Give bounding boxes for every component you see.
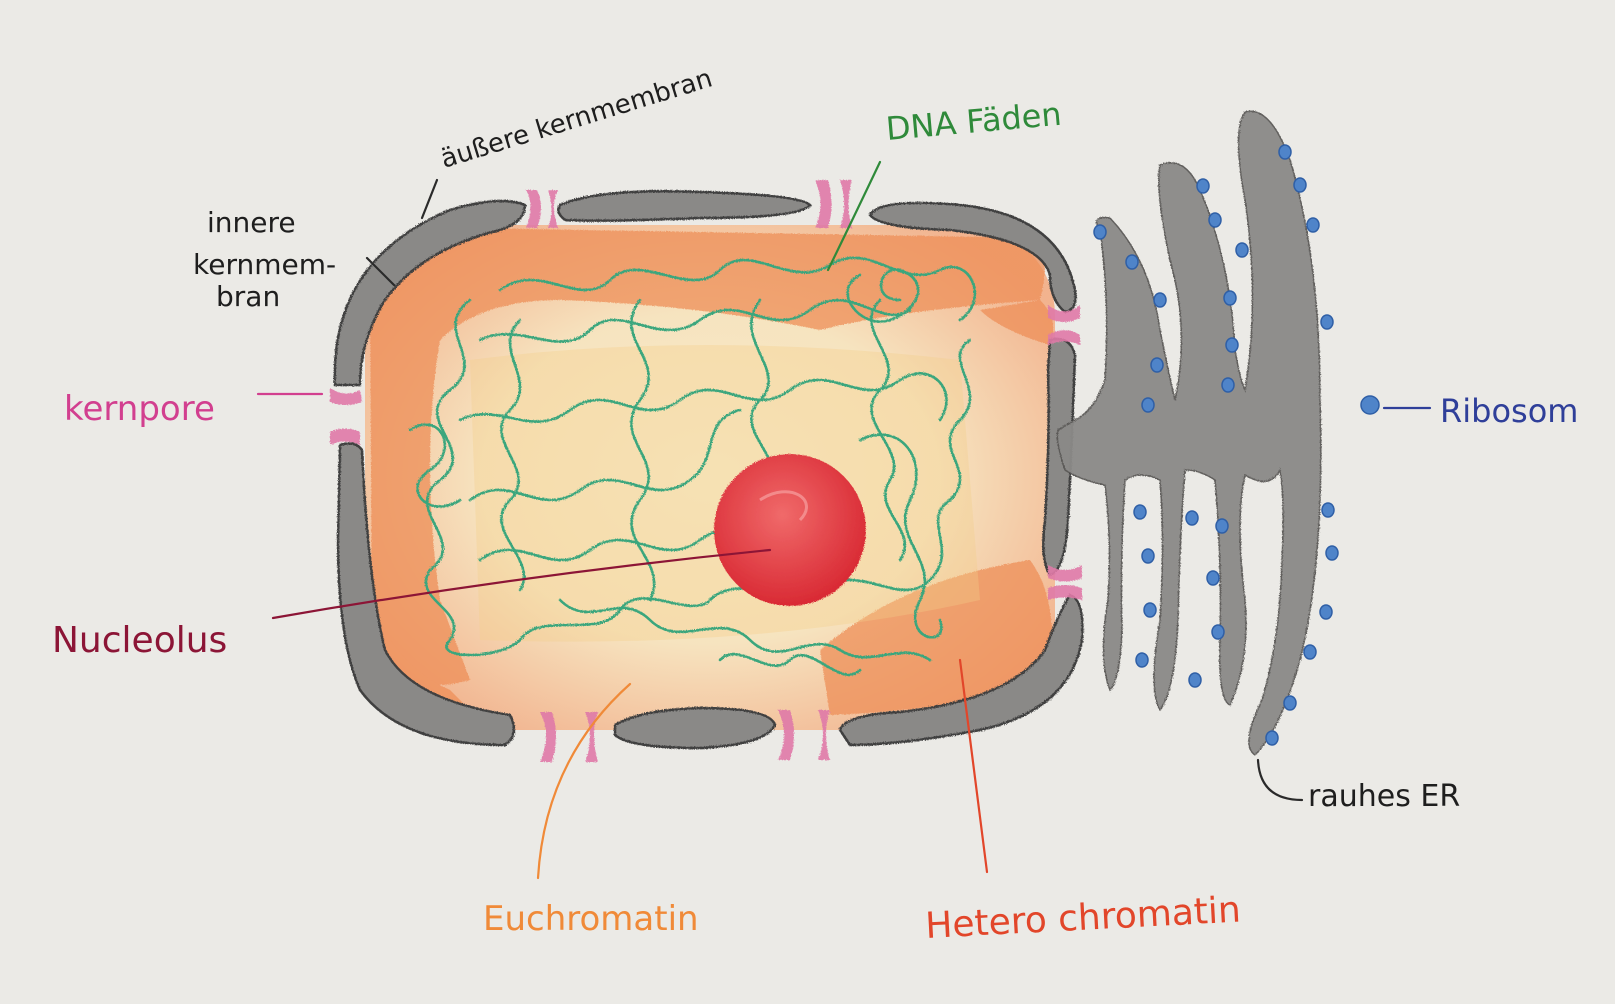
ribosome (1319, 604, 1333, 620)
ribosome (1225, 337, 1239, 353)
ribosome (1141, 397, 1155, 413)
leader-nucleolus (271, 548, 772, 620)
ribosome (1283, 695, 1297, 711)
pore-right-bottom (1048, 565, 1082, 600)
label-inner-membrane-3: bran (216, 280, 280, 313)
ribosome (1320, 314, 1334, 330)
envelope-segment-left (336, 442, 516, 747)
nucleolus (714, 454, 866, 606)
ribosome (1150, 357, 1164, 373)
ribosome (1196, 178, 1210, 194)
pore-right-top (1048, 305, 1080, 345)
ribosome (1223, 290, 1237, 306)
ribosome (1211, 624, 1225, 640)
ribosome (1185, 510, 1199, 526)
label-euchromatin: Euchromatin (483, 899, 699, 939)
label-inner-membrane-1: innere (207, 206, 296, 239)
ribosome (1135, 652, 1149, 668)
ribosome (1141, 548, 1155, 564)
ribosome (1303, 644, 1317, 660)
nuclear-envelope (333, 190, 1084, 750)
leader-lines (256, 160, 1432, 880)
leader-euchromatin (536, 682, 632, 880)
pore-left (330, 388, 362, 445)
label-pore: kernpore (64, 389, 215, 429)
nuclear-pores (330, 180, 1082, 762)
ribosome (1293, 177, 1307, 193)
ribosome (1093, 224, 1107, 240)
leader-outer-membrane (420, 178, 439, 220)
ribosome (1306, 217, 1320, 233)
ribosome (1325, 545, 1339, 561)
pore-top-2 (815, 180, 852, 228)
pore-bottom-1 (540, 712, 598, 762)
pore-top-1 (526, 190, 558, 228)
label-inner-membrane-2: kernmem- (193, 248, 336, 281)
leader-rough-er (1256, 758, 1304, 802)
pore-bottom-2 (778, 710, 830, 760)
ribosome (1208, 212, 1222, 228)
ribosome (1143, 602, 1157, 618)
envelope-segment-top-left (333, 199, 527, 387)
label-ribosome: Ribosom (1440, 392, 1578, 430)
ribosomes (1093, 144, 1380, 746)
label-rough-er: rauhes ER (1308, 779, 1460, 814)
ribosome (1221, 377, 1235, 393)
rough-er (1056, 110, 1322, 756)
envelope-segment-top-mid (557, 190, 812, 222)
leader-heterochromatin (958, 658, 989, 874)
ribosome (1321, 502, 1335, 518)
ribosome (1133, 504, 1147, 520)
ribosome (1215, 518, 1229, 534)
leader-dna (826, 160, 882, 272)
ribosome (1188, 672, 1202, 688)
leader-inner-membrane (365, 256, 396, 287)
envelope-segment-bottom-mid (613, 706, 777, 750)
dna-threads (408, 256, 977, 677)
ribosome (1278, 144, 1292, 160)
ribosome (1125, 254, 1139, 270)
label-nucleolus: Nucleolus (52, 620, 227, 661)
envelope-segment-right (1042, 337, 1077, 577)
ribosome (1360, 395, 1380, 415)
ribosome (1153, 292, 1167, 308)
ribosome (1235, 242, 1249, 258)
ribosome (1265, 730, 1279, 746)
ribosome (1206, 570, 1220, 586)
